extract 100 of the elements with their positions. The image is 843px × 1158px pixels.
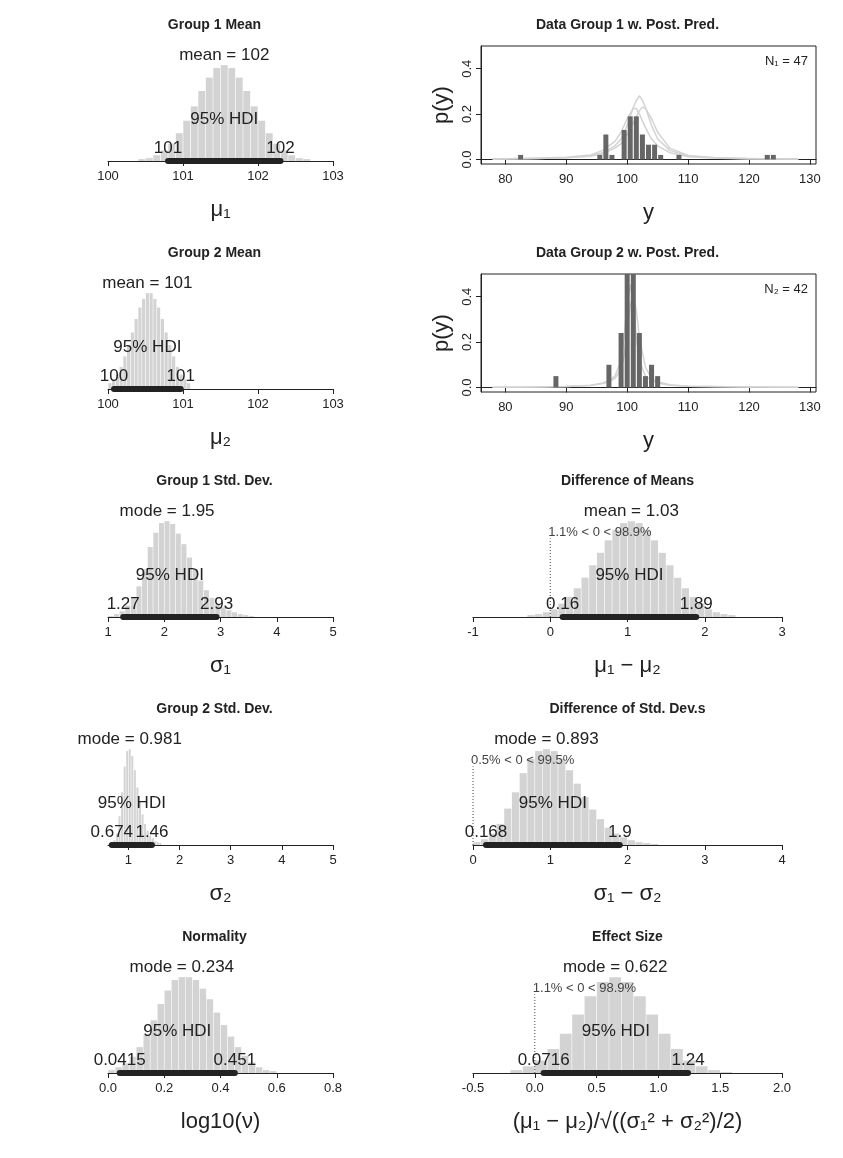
x-tick-label: 1.5: [711, 1080, 730, 1095]
x-tick-label: 100: [616, 399, 639, 414]
x-tick-label: 90: [559, 171, 574, 186]
annotation: 1.27: [106, 594, 140, 613]
annotation: 0.16: [546, 594, 580, 613]
text: mode = 0.234: [129, 957, 235, 977]
text: mode = 0.622: [562, 957, 668, 977]
x-axis-title: σ₁: [209, 651, 232, 677]
text: mode = 1.95: [119, 501, 215, 521]
x-tick-label: -0.5: [461, 1080, 485, 1095]
x-tick-label: 130: [799, 171, 821, 186]
chart-title: Difference of Std. Dev.s: [549, 700, 706, 716]
text: mean = 1.03: [583, 501, 679, 521]
y-tick-label: 0.0: [459, 150, 474, 169]
x-tick-label: 2: [160, 624, 168, 639]
annotation: 0.168: [464, 822, 508, 841]
x-tick-label: 4: [278, 852, 286, 867]
x-tick-label: 100: [97, 168, 119, 183]
annotation: 1.46: [135, 822, 169, 841]
x-tick-label: 3: [216, 624, 225, 639]
x-tick-label: 110: [677, 171, 699, 186]
y-tick-label: 0.4: [459, 287, 474, 306]
y-tick-label: 0.2: [459, 105, 474, 124]
series-label: 95% HDI: [190, 109, 259, 128]
x-tick-label: 102: [247, 396, 269, 411]
x-tick-label: 0.0: [98, 1080, 118, 1095]
x-tick-label: 0.2: [155, 1080, 174, 1095]
annotation: 1.89: [679, 594, 713, 613]
annotation: N₂ = 42: [764, 281, 808, 296]
x-axis-title: y: [643, 426, 654, 452]
y-tick-label: 0.2: [459, 333, 474, 352]
x-tick-label: 2: [623, 852, 632, 867]
x-tick-label: 1: [546, 852, 554, 867]
x-tick-label: 3: [701, 852, 709, 867]
x-tick-label: 1: [124, 852, 133, 867]
y-axis-title: p(y): [427, 86, 453, 124]
annotation: 0.674: [90, 822, 134, 841]
x-tick-label: 5: [329, 852, 337, 867]
x-axis-title: (μ₁ − μ₂)/√((σ₁² + σ₂²)/2): [512, 1107, 743, 1133]
x-tick-label: 100: [97, 396, 119, 411]
ref-line-label: 1.1% < 0 < 98.9%: [532, 980, 637, 996]
series-label: 95% HDI: [135, 565, 204, 584]
chart-title: Group 2 Std. Dev.: [156, 700, 273, 716]
x-tick-label: 1: [623, 624, 632, 639]
x-tick-label: 120: [738, 399, 760, 414]
x-axis-title: y: [643, 198, 654, 224]
text: mode = 0.893: [494, 729, 599, 749]
x-tick-label: 101: [172, 396, 194, 411]
chart-title: Data Group 1 w. Post. Pred.: [535, 16, 720, 32]
chart-title: Group 1 Std. Dev.: [156, 472, 273, 488]
chart-title: Group 1 Mean: [167, 16, 262, 32]
y-axis-title: p(y): [427, 314, 453, 352]
x-tick-label: 103: [322, 396, 344, 411]
x-tick-label: 103: [322, 168, 344, 183]
x-tick-label: 0.4: [211, 1080, 230, 1095]
x-tick-label: -1: [467, 624, 479, 639]
x-axis-title: log10(ν): [180, 1107, 261, 1133]
x-tick-label: 0.5: [587, 1080, 606, 1095]
x-tick-label: 0.6: [267, 1080, 286, 1095]
annotation: 0.0415: [93, 1050, 146, 1069]
annotation: 101: [166, 366, 195, 385]
text: mean = 102: [179, 45, 270, 65]
chart-title: Effect Size: [592, 928, 664, 944]
x-axis-title: σ₁ − σ₂: [593, 879, 662, 905]
annotation: 1.9: [607, 822, 632, 841]
x-tick-label: 110: [677, 399, 699, 414]
chart-title: Difference of Means: [560, 472, 695, 488]
y-tick-label: 0.0: [459, 378, 474, 397]
x-tick-label: 4: [778, 852, 786, 867]
x-tick-label: 2.0: [772, 1080, 792, 1095]
chart-title: Normality: [182, 928, 247, 944]
series-label: 95% HDI: [595, 565, 664, 584]
ref-line-label: 0.5% < 0 < 99.5%: [471, 752, 575, 768]
annotation: 1.24: [671, 1050, 705, 1069]
series-label: 95% HDI: [518, 793, 587, 812]
x-tick-label: 120: [738, 171, 760, 186]
annotation: 0.0716: [517, 1050, 570, 1069]
text: mean = 101: [102, 273, 193, 293]
annotation: 102: [266, 138, 295, 157]
x-tick-label: 80: [498, 399, 513, 414]
annotation: 100: [99, 366, 129, 385]
x-tick-label: 3: [227, 852, 235, 867]
x-tick-label: 2: [175, 852, 184, 867]
series-label: 95% HDI: [581, 1021, 650, 1040]
x-tick-label: 0: [546, 624, 554, 639]
y-tick-label: 0.4: [459, 59, 474, 78]
x-tick-label: 130: [799, 399, 821, 414]
x-tick-label: 101: [172, 168, 194, 183]
annotation: 101: [153, 138, 183, 157]
x-tick-label: 5: [329, 624, 337, 639]
x-tick-label: 90: [559, 399, 574, 414]
chart-title: Data Group 2 w. Post. Pred.: [535, 244, 720, 260]
series-label: 95% HDI: [113, 337, 182, 356]
text: 95% HDI: [97, 793, 166, 812]
x-tick-label: 2: [701, 624, 709, 639]
x-tick-label: 0.0: [525, 1080, 544, 1095]
x-tick-label: 3: [778, 624, 786, 639]
x-tick-label: 80: [498, 171, 513, 186]
x-axis-title: μ₂: [209, 423, 232, 449]
x-tick-label: 100: [616, 171, 639, 186]
